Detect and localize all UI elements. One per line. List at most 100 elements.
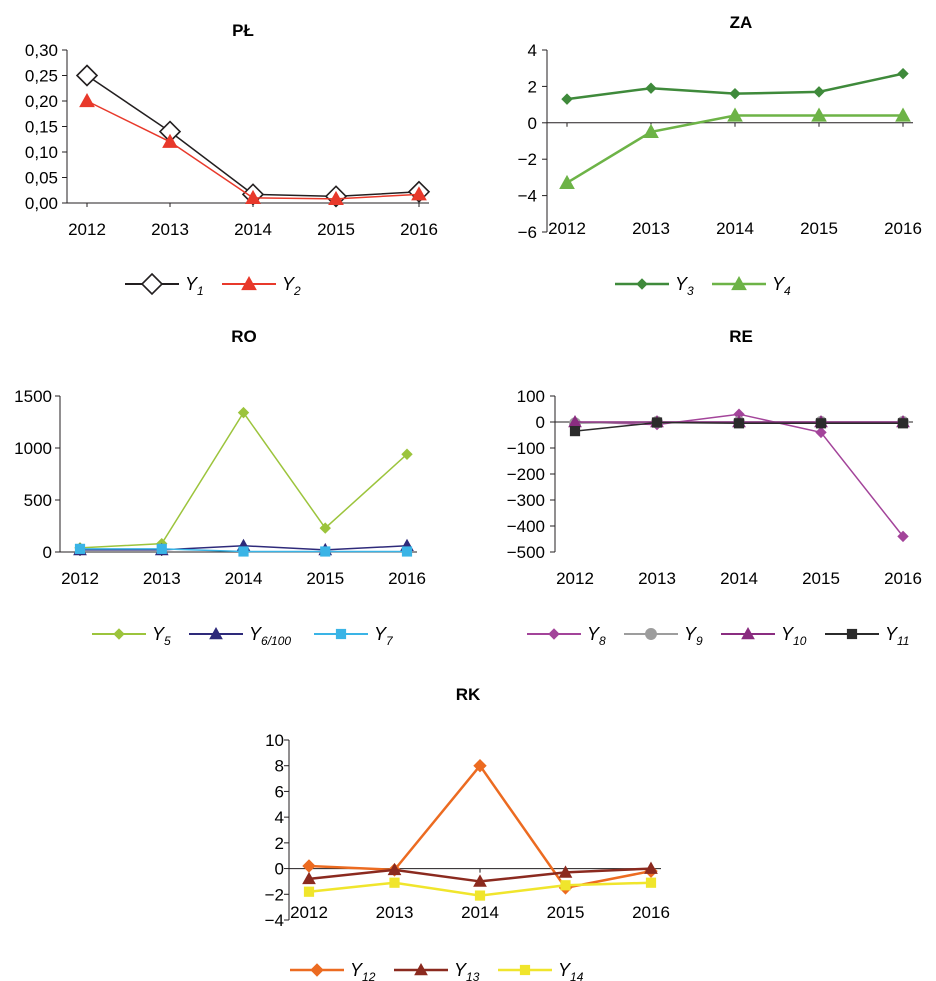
data-point bbox=[645, 877, 657, 888]
y-tick-label: 2 bbox=[275, 834, 284, 853]
series-y5 bbox=[74, 406, 413, 554]
data-point bbox=[815, 418, 827, 429]
legend-label: Y2 bbox=[282, 274, 301, 298]
legend-label: Y12 bbox=[350, 960, 376, 981]
data-point bbox=[651, 417, 663, 428]
data-point bbox=[320, 546, 331, 557]
data-point bbox=[569, 426, 581, 437]
series-y13 bbox=[302, 861, 658, 887]
legend-label: Y11 bbox=[885, 624, 909, 648]
data-point bbox=[245, 189, 261, 204]
data-point bbox=[813, 86, 825, 98]
chart-title: RK bbox=[456, 685, 481, 704]
y-tick-label: 500 bbox=[24, 491, 52, 510]
legend-marker bbox=[310, 963, 324, 977]
y-tick-label: −300 bbox=[507, 491, 545, 510]
legend-label: Y6/100 bbox=[249, 624, 291, 648]
legend-marker bbox=[241, 275, 257, 291]
legend-label: Y7 bbox=[374, 624, 394, 648]
chart-title: ZA bbox=[730, 13, 753, 32]
x-tick-label: 2016 bbox=[632, 903, 670, 922]
y-tick-label: −2 bbox=[518, 150, 537, 169]
series-y1 bbox=[75, 64, 431, 208]
legend-label: Y3 bbox=[675, 274, 694, 298]
x-tick-label: 2014 bbox=[716, 219, 754, 238]
legend-marker bbox=[209, 626, 223, 640]
x-tick-label: 2012 bbox=[556, 569, 594, 588]
legend-label: Y1 bbox=[185, 274, 204, 298]
data-point bbox=[474, 890, 486, 901]
data-point bbox=[473, 759, 487, 773]
data-point bbox=[644, 861, 658, 874]
x-tick-label: 2015 bbox=[306, 569, 344, 588]
y-tick-label: 0 bbox=[528, 114, 537, 133]
x-tick-label: 2015 bbox=[802, 569, 840, 588]
data-point bbox=[729, 87, 741, 100]
series-y2 bbox=[79, 92, 427, 206]
y-tick-label: 0 bbox=[275, 860, 284, 879]
series-y4 bbox=[559, 107, 911, 189]
y-tick-label: 0,15 bbox=[25, 118, 58, 137]
legend-label: Y14 bbox=[558, 960, 584, 981]
y-tick-label: 6 bbox=[275, 782, 284, 801]
x-tick-label: 2012 bbox=[68, 220, 106, 239]
y-tick-label: 100 bbox=[517, 387, 545, 406]
data-point bbox=[560, 880, 571, 891]
y-tick-label: −100 bbox=[507, 439, 545, 458]
data-point bbox=[162, 133, 178, 148]
data-point bbox=[473, 874, 487, 887]
data-point bbox=[895, 107, 911, 122]
y-tick-label: 8 bbox=[275, 757, 284, 776]
y-tick-label: 0 bbox=[43, 543, 52, 562]
y-tick-label: −6 bbox=[518, 223, 537, 242]
data-point bbox=[559, 174, 575, 189]
data-point bbox=[74, 543, 86, 554]
y-tick-label: 0,20 bbox=[25, 92, 58, 111]
series-y8 bbox=[569, 408, 909, 543]
data-point bbox=[815, 426, 827, 439]
data-point bbox=[645, 82, 657, 94]
series-y3 bbox=[561, 67, 909, 105]
data-point bbox=[319, 522, 331, 534]
data-point bbox=[238, 546, 249, 557]
x-tick-label: 2016 bbox=[400, 220, 438, 239]
legend: Y5 Y6/100 Y7 bbox=[92, 624, 394, 648]
y-tick-label: 4 bbox=[528, 41, 537, 60]
legend-marker bbox=[645, 628, 657, 640]
data-point bbox=[411, 186, 427, 201]
x-tick-label: 2015 bbox=[547, 903, 585, 922]
y-tick-label: 0 bbox=[536, 413, 545, 432]
chart-ro: RO 0 500 1000 1500 2012 2013 2014 2015 2016 Y5 Y6/1… bbox=[14, 327, 426, 648]
y-tick-label: 0,00 bbox=[25, 194, 58, 213]
chart-title: RE bbox=[729, 327, 753, 346]
data-point bbox=[156, 543, 167, 554]
y-tick-label: 4 bbox=[275, 808, 284, 827]
x-tick-label: 2014 bbox=[461, 903, 499, 922]
x-tick-label: 2013 bbox=[143, 569, 181, 588]
data-point bbox=[79, 92, 95, 108]
chart-re: RE −500 −400 −300 −200 −100 0 100 2012 2013 2014 20… bbox=[507, 327, 922, 648]
legend-marker bbox=[731, 275, 747, 291]
data-point bbox=[401, 448, 413, 460]
x-tick-label: 2012 bbox=[290, 903, 328, 922]
x-tick-label: 2016 bbox=[884, 569, 922, 588]
series-y11 bbox=[569, 417, 909, 437]
data-point bbox=[897, 530, 909, 543]
series-line bbox=[79, 411, 408, 549]
data-point bbox=[75, 64, 99, 87]
y-tick-label: 0,30 bbox=[25, 41, 58, 60]
y-tick-label: 0,25 bbox=[25, 67, 58, 86]
series-y7 bbox=[74, 543, 413, 557]
legend-marker bbox=[519, 964, 531, 976]
y-tick-label: 1000 bbox=[14, 439, 52, 458]
x-tick-label: 2014 bbox=[720, 569, 758, 588]
data-point bbox=[328, 190, 344, 206]
chart-title: RO bbox=[231, 327, 257, 346]
legend-marker bbox=[636, 278, 648, 290]
data-point bbox=[401, 546, 413, 557]
data-point bbox=[302, 859, 316, 873]
chart-title: PŁ bbox=[232, 21, 254, 40]
data-point bbox=[389, 877, 400, 888]
